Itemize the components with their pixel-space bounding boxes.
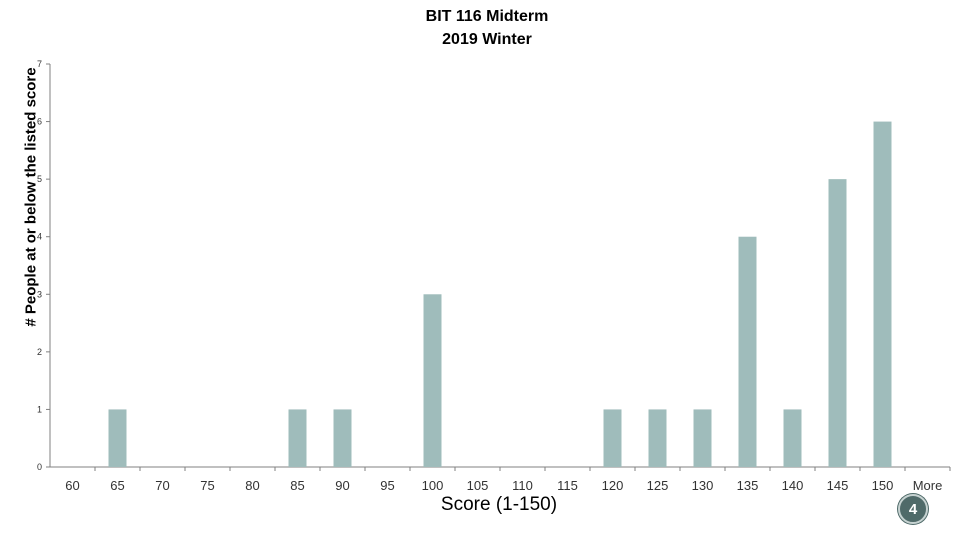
chart-bars [108, 121, 892, 468]
chart-axes [46, 63, 951, 471]
x-tick-label: 110 [512, 478, 533, 493]
x-tick-label: 60 [65, 478, 79, 493]
y-tick-label: 0 [37, 462, 42, 472]
bar-100 [423, 294, 442, 467]
chart-subtitle: 2019 Winter [442, 31, 532, 48]
x-tick-label: 95 [380, 478, 394, 493]
bar-130 [693, 409, 712, 467]
bar-145 [828, 179, 847, 467]
y-tick-label: 6 [37, 117, 42, 127]
x-tick-label: 115 [557, 478, 578, 493]
slide-number-badge: 4 [898, 494, 928, 524]
y-tick-label: 1 [37, 404, 42, 414]
x-tick-label: 65 [110, 478, 124, 493]
y-tick-labels: 0 1 2 3 4 5 6 7 [37, 59, 42, 472]
x-tick-label: 130 [692, 478, 714, 493]
x-tick-label: More [913, 478, 943, 493]
x-tick-label: 90 [335, 478, 349, 493]
x-axis-label: Score (1-150) [440, 494, 558, 515]
x-tick-label: 85 [290, 478, 304, 493]
x-tick-label: 75 [200, 478, 214, 493]
bar-85 [288, 409, 307, 467]
bar-150 [873, 121, 892, 468]
x-tick-label: 70 [155, 478, 169, 493]
bar-120 [603, 409, 622, 467]
x-tick-label: 100 [422, 478, 444, 493]
y-tick-label: 3 [37, 289, 42, 299]
y-tick-label: 4 [37, 232, 42, 242]
x-tick-label: 145 [827, 478, 849, 493]
bar-140 [783, 409, 802, 467]
y-tick-label: 5 [37, 174, 42, 184]
bar-125 [648, 409, 667, 467]
chart-title: BIT 116 Midterm [425, 8, 549, 25]
bar-90 [333, 409, 352, 467]
x-tick-label: 150 [872, 478, 894, 493]
y-tick-label: 7 [37, 59, 42, 69]
x-tick-label: 140 [782, 478, 804, 493]
x-tick-label: 125 [647, 478, 669, 493]
bar-135 [738, 236, 757, 467]
bar-65 [108, 409, 127, 467]
y-axis-label: # People at or below the listed score [22, 67, 40, 327]
x-tick-label: 80 [245, 478, 259, 493]
x-tick-label: 105 [467, 478, 489, 493]
x-tick-labels: 60 65 70 75 80 85 90 95 100 105 110 115 120 125 130 135… [65, 478, 942, 493]
x-tick-label: 120 [602, 478, 624, 493]
x-tick-label: 135 [737, 478, 759, 493]
y-tick-label: 2 [37, 347, 42, 357]
